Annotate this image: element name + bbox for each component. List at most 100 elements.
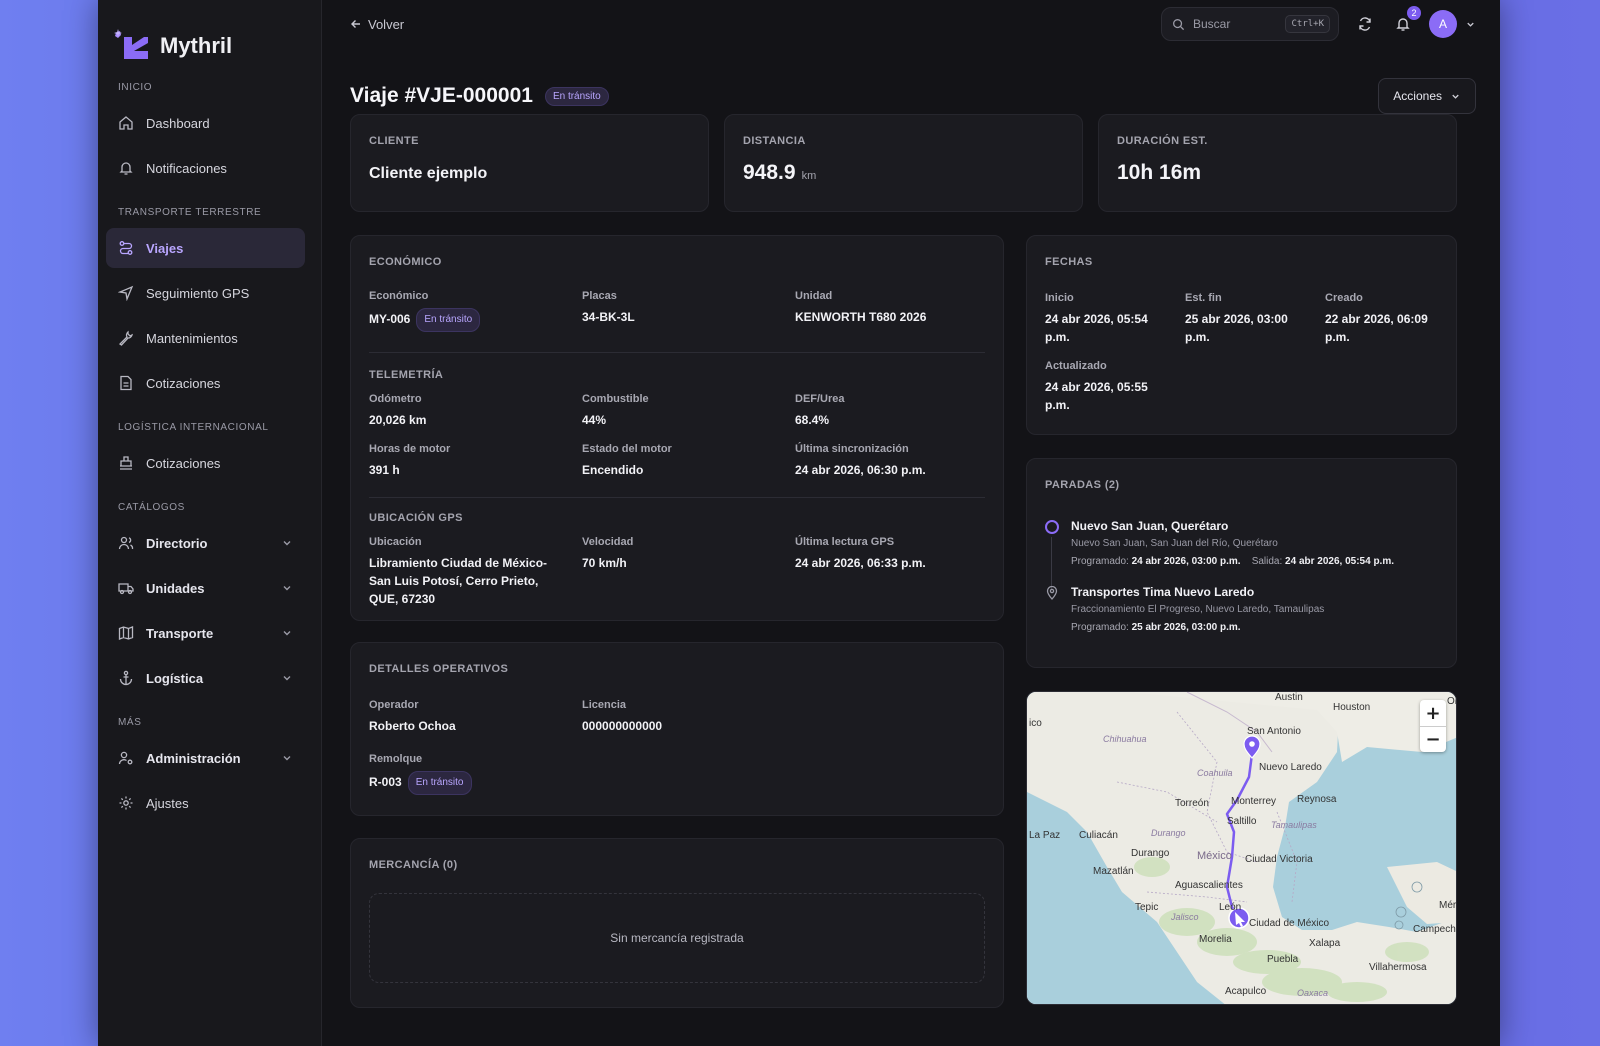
map-label: Culiacán	[1079, 830, 1118, 841]
remolque-label: Remolque	[369, 753, 423, 765]
bell-icon	[1396, 18, 1410, 31]
sidebar-item-label: Cotizaciones	[146, 455, 221, 471]
economico-section-label: ECONÓMICO	[369, 256, 442, 268]
title-row: Viaje #VJE-000001 En tránsito Acciones	[350, 64, 1476, 128]
truck-icon	[118, 583, 134, 595]
logo[interactable]: Mythril	[106, 24, 305, 68]
stop-name: Transportes Tima Nuevo Laredo	[1071, 585, 1255, 599]
search-input[interactable]: Buscar Ctrl+K	[1161, 7, 1339, 41]
mercancia-section-label: MERCANCÍA (0)	[369, 859, 458, 871]
stop-times: Programado: 24 abr 2026, 03:00 p.m. Sali…	[1071, 556, 1438, 567]
remolque-status-badge: En tránsito	[407, 771, 472, 795]
actions-label: Acciones	[1393, 89, 1442, 103]
map-label: Ciudad de México	[1249, 918, 1330, 929]
ship-icon	[120, 456, 132, 470]
zoom-out-button[interactable]: −	[1420, 726, 1446, 752]
bell-icon	[119, 162, 133, 175]
operador-value: Roberto Ochoa	[369, 719, 456, 733]
home-icon	[119, 116, 133, 130]
combustible-label: Combustible	[582, 393, 649, 405]
stop-name: Nuevo San Juan, Querétaro	[1071, 519, 1229, 533]
map-label: León	[1219, 902, 1242, 913]
sidebar-item-logistica[interactable]: Logística	[106, 658, 305, 698]
economico-card: ECONÓMICO Económico MY-006 En tránsito Pl…	[350, 235, 1004, 621]
sidebar-item-notificaciones[interactable]: Notificaciones	[106, 148, 305, 188]
map-label: Ciudad Victoria	[1245, 854, 1313, 865]
sidebar-item-label: Administración	[146, 750, 241, 766]
actions-dropdown-button[interactable]: Acciones	[1378, 78, 1476, 114]
duration-label: DURACIÓN EST.	[1117, 135, 1208, 147]
document-icon	[120, 375, 132, 391]
arrow-left-icon	[351, 20, 360, 28]
sidebar-item-mantenimientos[interactable]: Mantenimientos	[106, 318, 305, 358]
remolque-value: R-003	[369, 775, 402, 789]
creado-value: 22 abr 2026, 06:09 p.m.	[1325, 312, 1428, 344]
sidebar-item-label: Logística	[146, 670, 204, 686]
anchor-icon	[119, 670, 133, 686]
zoom-in-button[interactable]: +	[1425, 702, 1441, 724]
sync-value: 24 abr 2026, 06:30 p.m.	[795, 463, 926, 477]
section-label-catalogos: CATÁLOGOS	[118, 502, 185, 513]
sidebar-item-label: Unidades	[146, 580, 205, 596]
sidebar-item-ajustes[interactable]: Ajustes	[106, 783, 305, 823]
horas-value: 391 h	[369, 463, 400, 477]
lectura-gps-label: Última lectura GPS	[795, 536, 895, 548]
stop-times: Programado: 25 abr 2026, 03:00 p.m.	[1071, 622, 1438, 633]
sidebar-item-cotizaciones-internacional[interactable]: Cotizaciones	[106, 443, 305, 483]
sidebar-item-seguimiento-gps[interactable]: Seguimiento GPS	[106, 273, 305, 313]
inicio-value: 24 abr 2026, 05:54 p.m.	[1045, 312, 1148, 344]
def-value: 68.4%	[795, 413, 830, 427]
sidebar-item-unidades[interactable]: Unidades	[106, 568, 305, 608]
operador-label: Operador	[369, 699, 419, 711]
stop-item[interactable]: Transportes Tima Nuevo Laredo Fraccionam…	[1045, 585, 1438, 633]
sidebar-item-viajes[interactable]: Viajes	[106, 228, 305, 268]
map-label: La Paz	[1029, 830, 1061, 841]
notification-count-badge: 2	[1407, 6, 1421, 20]
sidebar-item-label: Cotizaciones	[146, 375, 221, 391]
user-menu[interactable]: A	[1429, 10, 1476, 38]
map-label: Chihuahua	[1103, 734, 1147, 744]
ubicacion-value: Libramiento Ciudad de México-San Luis Po…	[369, 556, 548, 606]
stop-origin-icon	[1045, 520, 1059, 534]
gps-section-label: UBICACIÓN GPS	[369, 512, 463, 524]
map-label: Jalisco	[1171, 912, 1199, 922]
topbar-actions: Buscar Ctrl+K 2 A	[1161, 6, 1476, 41]
economico-value: MY-006	[369, 312, 411, 326]
distance-card: DISTANCIA 948.9 km	[724, 114, 1083, 212]
route-map[interactable]: Austin Houston Orl ico San Antonio Chihu…	[1026, 691, 1457, 1005]
map-label: Mér	[1439, 900, 1457, 911]
est-fin-value: 25 abr 2026, 03:00 p.m.	[1185, 312, 1288, 344]
inicio-label: Inicio	[1045, 292, 1074, 304]
def-label: DEF/Urea	[795, 393, 845, 405]
velocidad-value: 70 km/h	[582, 556, 627, 570]
client-card: CLIENTE Cliente ejemplo	[350, 114, 709, 212]
sidebar-item-administracion[interactable]: Administración	[106, 738, 305, 778]
sidebar-item-label: Dashboard	[146, 115, 210, 131]
mercancia-card: MERCANCÍA (0) Sin mercancía registrada	[350, 838, 1004, 1008]
sidebar-item-directorio[interactable]: Directorio	[106, 523, 305, 563]
refresh-button[interactable]	[1353, 12, 1377, 36]
sidebar-item-dashboard[interactable]: Dashboard	[106, 103, 305, 143]
mythril-logo-icon	[114, 29, 148, 59]
sidebar-item-transporte[interactable]: Transporte	[106, 613, 305, 653]
telemetria-section-label: TELEMETRÍA	[369, 369, 444, 381]
paradas-card: PARADAS (2) Nuevo San Juan, Querétaro Nu…	[1026, 458, 1457, 668]
stop-item[interactable]: Nuevo San Juan, Querétaro Nuevo San Juan…	[1045, 519, 1438, 589]
notifications-button[interactable]: 2	[1391, 6, 1421, 36]
chevron-down-icon	[283, 676, 291, 681]
scheduled-value: 24 abr 2026, 03:00 p.m.	[1131, 556, 1241, 567]
actualizado-value: 24 abr 2026, 05:55 p.m.	[1045, 380, 1148, 412]
sidebar-item-cotizaciones-terrestre[interactable]: Cotizaciones	[106, 363, 305, 403]
search-placeholder: Buscar	[1193, 17, 1231, 31]
actualizado-label: Actualizado	[1045, 360, 1107, 372]
back-button[interactable]: Volver	[350, 17, 404, 32]
search-icon	[1173, 18, 1185, 30]
map-label: Xalapa	[1309, 938, 1341, 949]
map-label: Villahermosa	[1369, 962, 1427, 973]
duration-value: 10h 16m	[1117, 161, 1202, 184]
departure-label: Salida:	[1251, 556, 1283, 567]
est-fin-label: Est. fin	[1185, 292, 1222, 304]
chevron-down-icon	[1467, 22, 1474, 27]
sidebar-item-label: Viajes	[146, 240, 184, 256]
ubicacion-label: Ubicación	[369, 536, 422, 548]
